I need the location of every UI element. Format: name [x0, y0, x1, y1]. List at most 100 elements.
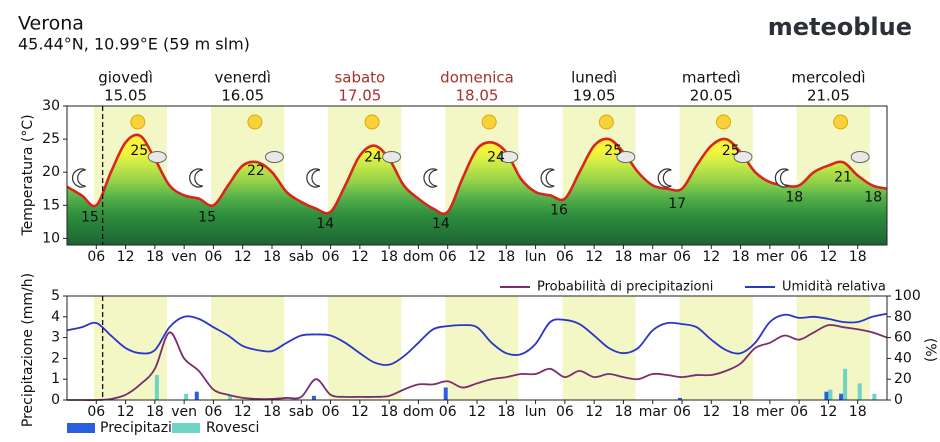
x-tick-label: 06 [439, 249, 457, 265]
temperature-label: 18 [864, 189, 882, 205]
logo: meteoblue [768, 13, 912, 41]
x-tick-label: 18 [497, 249, 515, 265]
x-tick-label: lun [525, 249, 547, 265]
x-tick-label: 18 [146, 249, 164, 265]
y-tick-label: 4 [51, 309, 60, 325]
x-tick-label: 12 [351, 249, 369, 265]
day-name: domenica [440, 69, 514, 87]
x-tick-label: sab [289, 404, 314, 420]
temperature-label: 25 [604, 143, 622, 159]
temperature-label: 24 [487, 150, 505, 166]
day-date: 18.05 [456, 87, 499, 105]
x-tick-label: 12 [820, 404, 838, 420]
x-tick-label: 12 [702, 404, 720, 420]
legend-swatch [67, 423, 95, 433]
x-tick-label: 18 [146, 404, 164, 420]
precip-bar [824, 391, 829, 400]
temperature-label: 25 [130, 143, 148, 159]
sun-icon [481, 114, 497, 130]
x-tick-label: 18 [732, 249, 750, 265]
cloud-icon [147, 151, 167, 163]
temperature-label: 22 [247, 163, 265, 179]
x-tick-label: 12 [820, 249, 838, 265]
y-tick-label: 1 [51, 371, 60, 387]
x-tick-label: 06 [790, 404, 808, 420]
temperature-label: 14 [316, 216, 334, 232]
y-axis-label: Precipitazione (mm/h) [20, 273, 36, 427]
temperature-label: 14 [432, 216, 450, 232]
x-tick-label: 06 [205, 249, 223, 265]
daylight [562, 296, 636, 400]
temperature-label: 15 [81, 209, 99, 225]
precip-bar [311, 395, 316, 400]
sun-icon [364, 114, 380, 130]
moon-icon [189, 168, 204, 188]
daylight [796, 296, 870, 400]
x-tick-label: 06 [439, 404, 457, 420]
y-tick-label: 10 [42, 230, 60, 246]
y-tick-label: 3 [51, 330, 60, 346]
x-tick-label: 12 [702, 249, 720, 265]
legend-label: Rovesci [206, 420, 259, 436]
x-tick-label: 12 [351, 404, 369, 420]
x-tick-label: 12 [468, 249, 486, 265]
moon-icon [306, 168, 321, 188]
day-date: 20.05 [690, 87, 733, 105]
x-tick-label: 18 [615, 404, 633, 420]
precip-bar [194, 391, 199, 400]
x-tick-label: 18 [263, 249, 281, 265]
x-tick-label: 06 [87, 404, 105, 420]
cloud-icon [733, 151, 753, 163]
x-tick-label: 12 [585, 249, 603, 265]
x-tick-label: 06 [790, 249, 808, 265]
y-tick-label: 30 [42, 98, 60, 114]
x-tick-label: dom [403, 404, 434, 420]
x-tick-label: 12 [468, 404, 486, 420]
day-name: lunedì [571, 69, 617, 87]
day-name: mercoledì [791, 69, 865, 87]
sun-icon [247, 114, 263, 130]
cloud-icon [616, 151, 636, 163]
temperature-line [66, 133, 888, 216]
day-date: 17.05 [338, 87, 381, 105]
x-tick-label: 06 [87, 249, 105, 265]
x-tick-label: 18 [849, 249, 867, 265]
title: Verona [18, 13, 84, 35]
temperature-area [67, 134, 887, 245]
cloud-icon [264, 151, 284, 163]
moon-icon [774, 168, 789, 188]
subtitle: 45.44°N, 10.99°E (59 m slm) [18, 35, 250, 54]
y-tick-label: 2 [51, 350, 60, 366]
y2-tick-label: 0 [894, 392, 903, 408]
day-name: venerdì [214, 69, 270, 87]
x-tick-label: lun [525, 404, 547, 420]
temperature-label: 21 [834, 170, 852, 186]
x-tick-label: 18 [263, 404, 281, 420]
daylight [679, 296, 753, 400]
temperature-label: 25 [722, 143, 740, 159]
day-date: 15.05 [104, 87, 147, 105]
precip-bar [857, 383, 862, 400]
x-tick-label: 12 [234, 404, 252, 420]
y-tick-label: 25 [42, 131, 60, 147]
cloud-icon [499, 151, 519, 163]
temperature-label: 15 [198, 209, 216, 225]
y-tick-label: 0 [51, 392, 60, 408]
temperature-label: 18 [785, 189, 803, 205]
y2-tick-label: 100 [894, 288, 921, 304]
precip-bar [828, 389, 833, 400]
temperature-label: 24 [364, 150, 382, 166]
moon-icon [423, 168, 438, 188]
precip-bar [443, 387, 448, 400]
sun-icon [715, 114, 731, 130]
sun-icon [130, 114, 146, 130]
x-tick-label: mar [639, 249, 667, 265]
y2-tick-label: 60 [894, 330, 912, 346]
x-tick-label: 06 [205, 404, 223, 420]
y-tick-label: 15 [42, 197, 60, 213]
x-tick-label: ven [171, 249, 197, 265]
day-name: sabato [334, 69, 385, 87]
x-tick-label: ven [171, 404, 197, 420]
